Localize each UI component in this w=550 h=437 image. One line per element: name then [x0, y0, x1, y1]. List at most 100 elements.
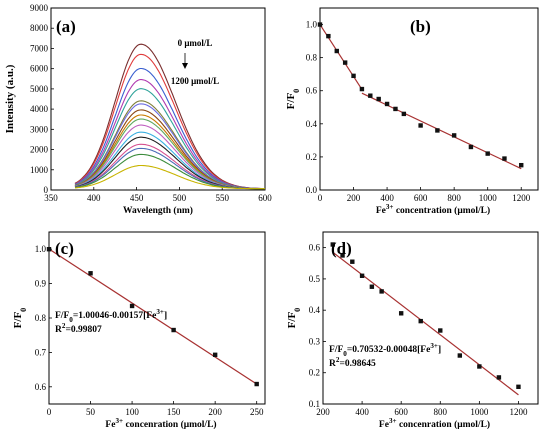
- y-axis-label: F/F0: [12, 308, 28, 329]
- x-tick-label: 1000: [470, 407, 489, 417]
- data-point: [350, 259, 355, 264]
- x-tick-label: 600: [258, 193, 272, 203]
- x-tick-label: 250: [250, 407, 264, 417]
- y-tick-label: 0.6: [35, 382, 47, 392]
- data-point: [401, 111, 407, 117]
- x-tick-label: 200: [316, 407, 330, 417]
- y-tick-label: 1000: [30, 165, 49, 175]
- data-point: [451, 133, 457, 138]
- data-point: [342, 60, 348, 65]
- chart-a: 350 400 450 500 550 6000100020003000400050006…: [4, 3, 272, 216]
- x-tick-label: 1200: [509, 407, 528, 417]
- data-point: [516, 384, 521, 389]
- x-tick-label: 400: [355, 407, 369, 417]
- y-tick-label: 0.7: [35, 347, 47, 357]
- y-tick-label: 0.3: [309, 336, 321, 346]
- x-tick-label: 350: [44, 193, 58, 203]
- x-axis-label: Wavelength (nm): [123, 205, 193, 216]
- x-axis-label: Fe3+ concenration (μmol/L): [105, 417, 216, 430]
- y-axis-label: Intensity (a.u.): [4, 64, 16, 133]
- x-tick-label: 50: [86, 407, 96, 417]
- plot-frame: [319, 7, 539, 191]
- y-axis-label: F/F0: [286, 308, 302, 329]
- y-tick-label: 2000: [30, 145, 49, 155]
- plot-frame: [322, 231, 539, 405]
- x-tick-label: 450: [130, 193, 144, 203]
- data-point: [88, 271, 93, 276]
- x-tick-label: 1200: [512, 193, 531, 203]
- data-point: [254, 381, 259, 387]
- data-point: [212, 352, 218, 358]
- y-tick-label: 6000: [30, 64, 49, 74]
- data-point: [468, 144, 474, 150]
- y-tick-label: 9000: [30, 3, 49, 13]
- x-tick-label: 600: [394, 407, 408, 417]
- x-tick-label: 150: [167, 407, 181, 417]
- x-axis-label: Fe3+ concentration (μmol/L): [376, 203, 490, 216]
- data-point: [340, 253, 345, 258]
- y-tick-label: 0.4: [309, 305, 321, 315]
- x-tick-label: 100: [125, 407, 139, 417]
- x-tick-label: 800: [447, 193, 461, 203]
- x-tick-label: 550: [215, 193, 229, 203]
- data-point: [376, 96, 381, 102]
- panel-label-a: (a): [56, 17, 76, 36]
- data-point: [317, 22, 323, 27]
- y-tick-label: 0.5: [309, 274, 321, 284]
- data-point: [334, 48, 339, 54]
- x-tick-label: 0: [318, 193, 323, 203]
- y-tick-label: 0.6: [306, 86, 318, 96]
- annotation-arrow-head: [182, 63, 188, 69]
- x-tick-label: 600: [414, 193, 428, 203]
- data-point: [393, 106, 398, 112]
- data-point: [171, 327, 176, 333]
- x-tick-label: 1000: [479, 193, 498, 203]
- y-tick-label: 0.4: [306, 119, 318, 129]
- panel-label-c: (c): [55, 239, 74, 258]
- y-axis-label: F/F0: [285, 89, 301, 110]
- r-squared: R2=0.98645: [329, 356, 376, 369]
- y-tick-label: 7000: [30, 43, 49, 53]
- data-point: [129, 303, 135, 309]
- y-tick-label: 0.2: [309, 368, 320, 378]
- data-point: [330, 242, 335, 247]
- y-tick-label: 0.8: [35, 313, 47, 323]
- data-point: [502, 156, 507, 161]
- chart-c: 0 50 100 150 200 250 0.6 0.7 0.8 0.9 1.0 (c) F/F0=1.…: [12, 231, 266, 430]
- data-point: [477, 364, 482, 369]
- y-tick-label: 0.8: [306, 53, 318, 63]
- spectrum-series-line: [74, 164, 266, 190]
- data-point: [369, 284, 375, 289]
- data-point: [384, 101, 390, 107]
- y-tick-label: 0.9: [35, 279, 47, 289]
- fit-equation: F/F0=1.00046-0.00157[Fe3+]: [55, 308, 167, 324]
- data-point: [519, 162, 524, 168]
- y-tick-label: 1.0: [306, 20, 318, 30]
- data-point: [368, 93, 373, 98]
- y-tick-label: 0.0: [306, 185, 318, 195]
- data-point: [496, 375, 502, 380]
- data-point: [435, 128, 440, 133]
- y-tick-label: 0: [44, 185, 49, 195]
- x-tick-label: 400: [380, 193, 394, 203]
- data-point: [359, 273, 365, 278]
- annotation-1200-umol: 1200 μmol/L: [171, 76, 219, 86]
- y-tick-label: 0.2: [306, 152, 317, 162]
- data-point: [326, 33, 331, 39]
- data-point: [379, 289, 384, 294]
- data-point: [457, 353, 463, 358]
- y-tick-label: 4000: [30, 104, 49, 114]
- fit-line: [48, 248, 258, 385]
- y-tick-label: 0.1: [309, 399, 320, 409]
- data-point: [418, 123, 423, 128]
- x-tick-label: 800: [434, 407, 448, 417]
- data-point: [485, 151, 490, 156]
- fit-equation: F/F0=0.70532-0.00048[Fe3+]: [329, 342, 441, 358]
- data-point: [438, 328, 443, 333]
- y-tick-label: 0.6: [309, 243, 321, 253]
- data-point: [398, 311, 404, 316]
- x-tick-label: 400: [87, 193, 101, 203]
- data-point: [359, 86, 365, 92]
- plot-frame: [50, 7, 266, 191]
